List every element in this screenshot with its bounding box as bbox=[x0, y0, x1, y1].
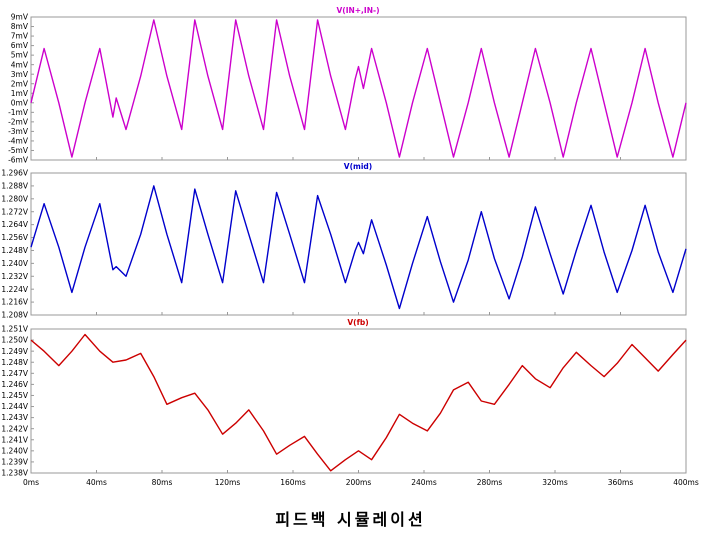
y-tick-label: 1.247V bbox=[1, 369, 28, 378]
y-tick-label: 1.224V bbox=[1, 285, 28, 294]
y-tick-label: 1.208V bbox=[1, 311, 28, 320]
y-tick-label: 1.240V bbox=[1, 446, 28, 455]
x-tick-label: 0ms bbox=[23, 478, 39, 487]
y-tick-label: 1.241V bbox=[1, 435, 28, 444]
y-tick-label: 1.251V bbox=[1, 325, 28, 334]
y-tick-label: -4mV bbox=[8, 137, 29, 146]
y-tick-label: 2mV bbox=[11, 79, 29, 88]
y-tick-label: 3mV bbox=[11, 70, 29, 79]
y-tick-label: 1.248V bbox=[1, 358, 28, 367]
y-tick-label: -6mV bbox=[8, 156, 29, 165]
y-tick-label: 1.242V bbox=[1, 424, 28, 433]
y-tick-label: -3mV bbox=[8, 127, 29, 136]
y-tick-label: 1.238V bbox=[1, 469, 28, 478]
x-tick-label: 200ms bbox=[346, 478, 372, 487]
y-tick-label: -1mV bbox=[8, 108, 29, 117]
x-tick-label: 360ms bbox=[608, 478, 634, 487]
y-tick-label: 1.272V bbox=[1, 207, 28, 216]
y-tick-label: 1.280V bbox=[1, 194, 28, 203]
y-tick-label: 1mV bbox=[11, 89, 29, 98]
y-tick-label: 1.249V bbox=[1, 347, 28, 356]
y-tick-label: 5mV bbox=[11, 51, 29, 60]
y-tick-label: 1.243V bbox=[1, 413, 28, 422]
pane-2-title: V(mid) bbox=[344, 162, 372, 171]
x-tick-label: 40ms bbox=[86, 478, 107, 487]
y-tick-label: -5mV bbox=[8, 146, 29, 155]
simulation-plot: V(IN+,IN-) 9mV8mV7mV6mV5mV4mV3mV2mV1mV0m… bbox=[0, 0, 701, 500]
y-tick-label: 1.246V bbox=[1, 380, 28, 389]
pane-2: V(mid) 1.296V1.288V1.280V1.272V1.264V1.2… bbox=[1, 162, 686, 320]
y-tick-label: 7mV bbox=[11, 32, 29, 41]
y-tick-label: 1.296V bbox=[1, 169, 28, 178]
y-tick-label: 1.264V bbox=[1, 220, 28, 229]
y-tick-label: 9mV bbox=[11, 13, 29, 22]
x-tick-label: 240ms bbox=[411, 478, 437, 487]
x-tick-label: 400ms bbox=[673, 478, 699, 487]
y-tick-label: 1.245V bbox=[1, 391, 28, 400]
pane-1-title: V(IN+,IN-) bbox=[336, 6, 379, 15]
pane-3: V(fb) 1.251V 1.250V 1.249V 1.248V 1.247V 1.24… bbox=[1, 318, 698, 487]
y-tick-label: 1.250V bbox=[1, 336, 28, 345]
x-tick-label: 80ms bbox=[152, 478, 173, 487]
y-tick-label: 8mV bbox=[11, 22, 29, 31]
y-tick-label: 1.239V bbox=[1, 458, 28, 467]
pane-3-title: V(fb) bbox=[347, 318, 368, 327]
x-tick-label: 160ms bbox=[280, 478, 306, 487]
y-tick-label: 1.244V bbox=[1, 402, 28, 411]
pane-3-y-ticks: 1.251V 1.250V 1.249V 1.248V 1.247V 1.246V 1.24… bbox=[1, 325, 34, 478]
y-tick-label: 0mV bbox=[11, 98, 29, 107]
x-tick-label: 120ms bbox=[215, 478, 241, 487]
y-tick-label: 1.232V bbox=[1, 272, 28, 281]
y-tick-label: 1.240V bbox=[1, 259, 28, 268]
y-tick-label: 1.216V bbox=[1, 298, 28, 307]
y-tick-label: 1.256V bbox=[1, 233, 28, 242]
figure-caption: 피드백 시뮬레이션 bbox=[0, 506, 701, 530]
y-tick-label: -2mV bbox=[8, 117, 29, 126]
pane-1-y-ticks: 9mV8mV7mV6mV5mV4mV3mV2mV1mV0mV-1mV-2mV-3… bbox=[8, 13, 34, 165]
x-tick-label: 280ms bbox=[477, 478, 503, 487]
y-tick-label: 1.288V bbox=[1, 182, 28, 191]
y-tick-label: 6mV bbox=[11, 41, 29, 50]
y-tick-label: 4mV bbox=[11, 60, 29, 69]
pane-1: V(IN+,IN-) 9mV8mV7mV6mV5mV4mV3mV2mV1mV0m… bbox=[8, 6, 686, 165]
pane-2-y-ticks: 1.296V 1.288V 1.280V 1.272V 1.264V 1.256V 1.24… bbox=[1, 169, 34, 320]
x-tick-label: 320ms bbox=[542, 478, 568, 487]
pane-1-frame bbox=[31, 17, 686, 160]
y-tick-label: 1.248V bbox=[1, 246, 28, 255]
